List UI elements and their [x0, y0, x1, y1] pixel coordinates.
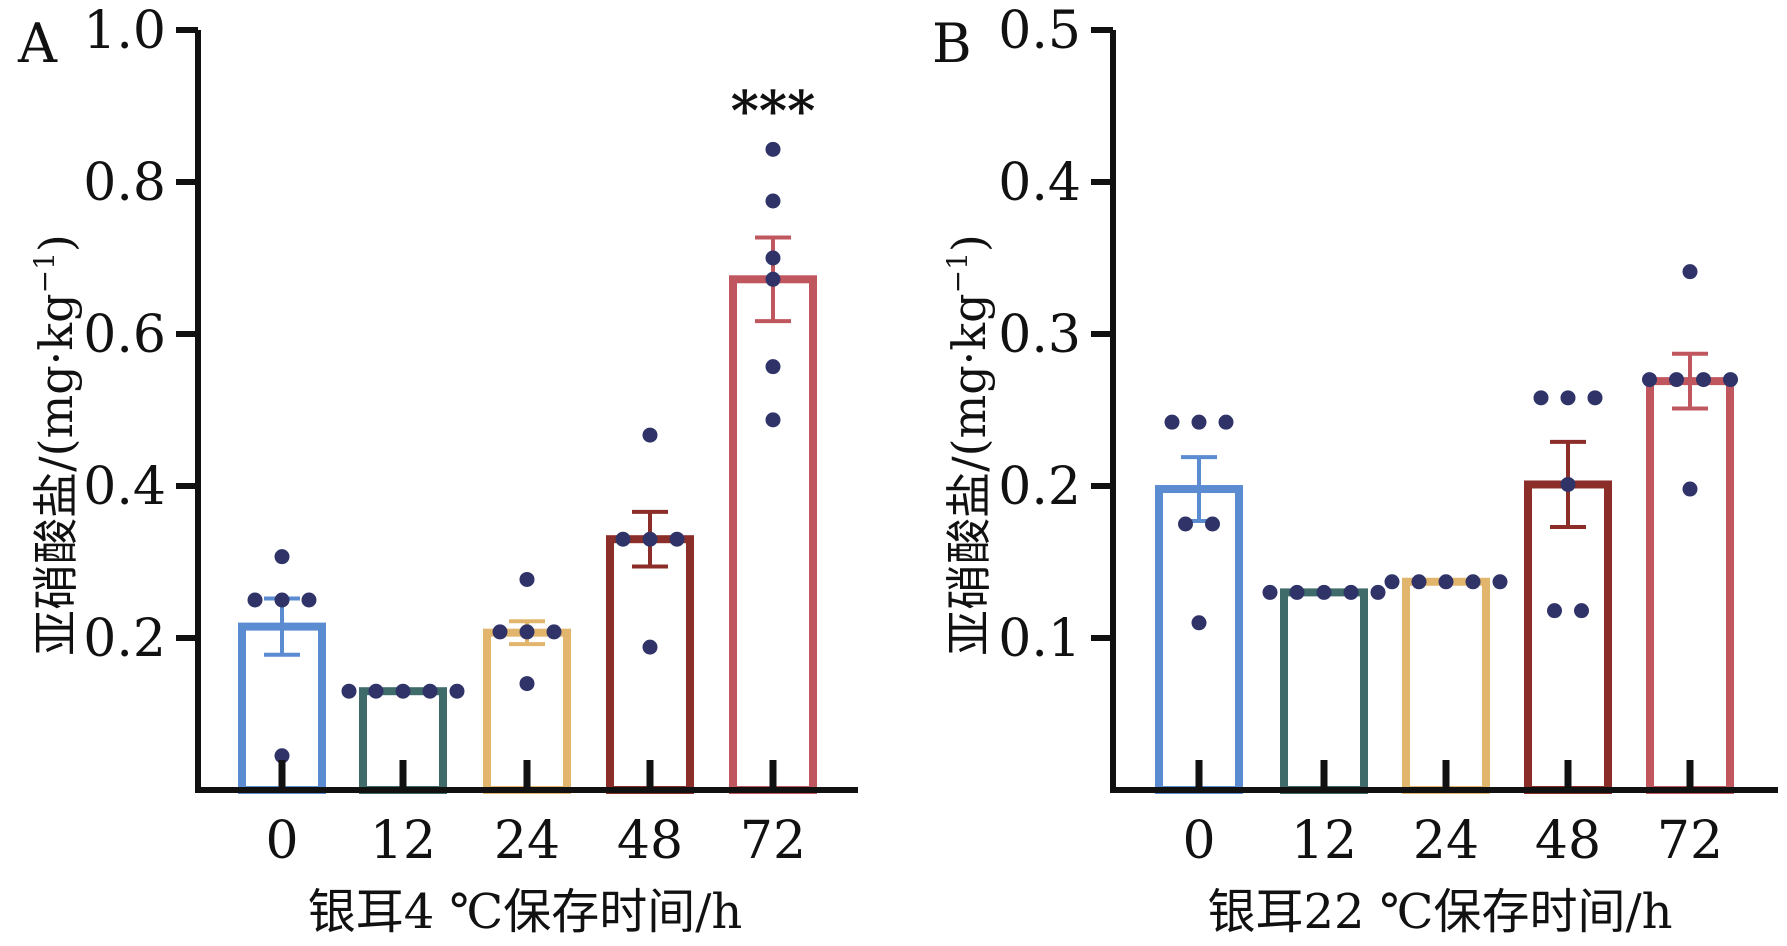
panel-b-point-0-1: [1191, 414, 1207, 430]
panel-b-point-12-0: [1262, 584, 1278, 600]
panel-a-y-tick-label-2: 0.6: [83, 305, 166, 365]
panel-a-point-0-4: [274, 748, 290, 764]
panel-a-y-axis-title-sup: −1: [28, 252, 61, 293]
panel-b-label: B: [932, 12, 972, 75]
panel-a-y-tick-label-0: 0.2: [83, 609, 166, 669]
panel-b-point-48-3: [1560, 476, 1576, 492]
panel-b-point-72-4: [1723, 372, 1738, 388]
panel-b-point-12-4: [1370, 584, 1386, 600]
panel-b-point-0-5: [1191, 615, 1207, 631]
panel-b-y-tick-label-0: 0.1: [998, 609, 1081, 669]
panel-a-x-axis-title: 银耳4 ℃保存时间/h: [308, 884, 743, 940]
panel-b-point-12-3: [1343, 584, 1359, 600]
panel-a-point-48-4: [642, 639, 658, 655]
panel-b-point-72-3: [1696, 372, 1711, 388]
panel-a-point-12-1: [368, 683, 384, 699]
panel-b-point-72-1: [1642, 372, 1657, 388]
panel-b-chart: B 亚硝酸盐/(mg·kg−1) 银耳22 ℃保存时间/h 0.1 0.2 0.3 0…: [932, 1, 1778, 940]
panel-a-point-24-1: [492, 624, 508, 640]
panel-b-y-axis-title-sup: −1: [941, 252, 974, 293]
panel-b-point-48-2: [1587, 390, 1603, 406]
panel-b-x-tick-label-0: 0: [1182, 811, 1215, 871]
panel-b-bar-72: [1646, 377, 1734, 794]
panel-b-bar-48: [1524, 480, 1612, 794]
panel-a-bar-72: [729, 275, 817, 794]
panel-a-point-0-1: [247, 592, 263, 608]
panel-a-point-72-5: [765, 412, 781, 428]
panel-a-point-48-2: [642, 531, 658, 547]
panel-b-bar-24: [1402, 577, 1490, 795]
panel-a-y-tick-label-3: 0.8: [83, 153, 166, 213]
panel-a-x-tick-label-24: 24: [494, 811, 560, 871]
panel-a-point-48-1: [615, 531, 631, 547]
panel-a-y-axis-title-close: ): [29, 234, 83, 252]
panel-a-point-0-3: [301, 592, 317, 608]
panel-b-point-0-4: [1205, 516, 1220, 532]
panel-b-x-tick-label-12: 12: [1291, 811, 1357, 871]
panel-a-y-tick-label-1: 0.4: [83, 457, 166, 517]
panel-b-point-0-2: [1218, 414, 1234, 430]
panel-b-point-12-2: [1316, 584, 1332, 600]
panel-a-point-48-3: [669, 531, 685, 547]
panel-b-x-tick-label-48: 48: [1535, 811, 1601, 871]
panel-b-y-axis-title-close: ): [942, 234, 996, 252]
panel-a-point-72-2: [765, 250, 781, 266]
panel-b-point-24-2: [1438, 574, 1454, 590]
panel-a-point-72-1: [765, 193, 781, 209]
panel-b-point-24-3: [1465, 574, 1481, 590]
panel-b-point-48-0: [1533, 390, 1549, 406]
panel-a-point-24-2: [519, 624, 535, 640]
panel-a-point-0-0: [274, 549, 290, 565]
panel-a-point-0-2: [274, 592, 290, 608]
panel-b-point-48-1: [1560, 390, 1576, 406]
panel-b-y-tick-label-4: 0.5: [998, 1, 1081, 61]
panel-a-x-tick-label-48: 48: [617, 811, 683, 871]
panel-a-point-72-3: [765, 271, 781, 287]
panel-b-point-24-4: [1492, 574, 1508, 590]
panel-a-bar-48: [606, 535, 694, 795]
panel-b-y-tick-label-3: 0.4: [998, 153, 1081, 213]
panel-b-point-72-2: [1669, 372, 1684, 388]
panel-a-significance-0: ***: [731, 78, 816, 142]
panel-a-point-12-2: [395, 683, 411, 699]
panel-b-bar-0: [1155, 485, 1243, 794]
panel-a-x-tick-label-72: 72: [740, 811, 806, 871]
panel-a-label: A: [17, 12, 58, 75]
panel-b-x-axis-title: 银耳22 ℃保存时间/h: [1207, 884, 1672, 940]
panel-b-point-0-0: [1164, 414, 1180, 430]
panel-a-point-12-4: [449, 683, 465, 699]
panel-a-y-axis-title: 亚硝酸盐/(mg·kg−1): [28, 234, 83, 656]
panel-a-chart: A 亚硝酸盐/(mg·kg−1) 银耳4 ℃保存时间/h 0.2 0.4 0.6 0.…: [17, 1, 858, 940]
panel-a-x-tick-label-12: 12: [370, 811, 436, 871]
panel-b-x-tick-label-24: 24: [1413, 811, 1479, 871]
panel-a-point-12-3: [422, 683, 438, 699]
panel-a-point-48-0: [642, 427, 658, 443]
panel-a-point-24-3: [546, 624, 562, 640]
panel-a-point-72-0: [765, 141, 781, 157]
panel-a-point-24-4: [519, 676, 535, 692]
panel-a-point-12-0: [341, 683, 357, 699]
panel-a-x-tick-label-0: 0: [265, 811, 298, 871]
panel-b-point-72-0: [1682, 264, 1698, 280]
panel-b-y-axis-title-main: 亚硝酸盐/(mg·kg: [942, 293, 996, 655]
panel-b-y-tick-label-2: 0.3: [998, 305, 1081, 365]
panel-b-point-12-1: [1289, 584, 1305, 600]
panel-b-x-tick-label-72: 72: [1657, 811, 1723, 871]
panel-a-point-24-0: [519, 571, 535, 587]
panel-b-point-72-5: [1682, 481, 1698, 497]
panel-a-y-tick-label-4: 1.0: [83, 1, 166, 61]
panel-b-point-48-4: [1547, 603, 1562, 619]
panel-b-point-0-3: [1178, 516, 1193, 532]
panel-b-y-tick-label-1: 0.2: [998, 457, 1081, 517]
panel-b-point-24-1: [1411, 574, 1427, 590]
panel-b-point-48-5: [1574, 603, 1589, 619]
panel-a-y-axis-title-main: 亚硝酸盐/(mg·kg: [29, 293, 83, 655]
panel-b-y-axis-title: 亚硝酸盐/(mg·kg−1): [941, 234, 996, 656]
panel-a-point-72-4: [765, 359, 781, 375]
panel-b-point-24-0: [1384, 574, 1400, 590]
